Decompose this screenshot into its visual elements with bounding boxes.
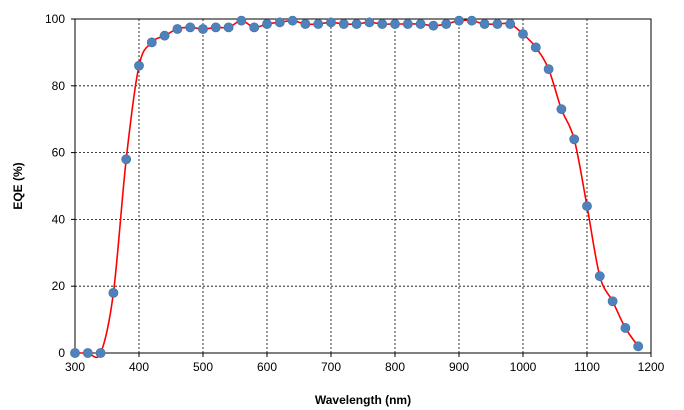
data-point (326, 17, 336, 28)
plot-frame (74, 18, 652, 354)
grid-lines (75, 19, 651, 353)
data-point (556, 104, 567, 115)
data-point (377, 19, 388, 29)
x-tick-label: 500 (193, 360, 213, 374)
x-tick-label: 800 (385, 360, 405, 374)
data-point (415, 19, 426, 29)
data-point (492, 19, 503, 29)
x-tick-label: 400 (129, 360, 149, 374)
data-point (518, 29, 528, 39)
data-point (95, 348, 106, 358)
data-point (569, 134, 580, 145)
x-tick-label: 1200 (638, 360, 665, 374)
data-point (594, 271, 605, 282)
data-point (543, 64, 554, 74)
data-point (441, 19, 452, 29)
data-point (70, 348, 80, 358)
data-point (249, 22, 260, 33)
x-axis: 300 400 500 600 700 800 900 1000 1100 1200 (65, 353, 665, 374)
y-tick-label: 60 (52, 146, 66, 160)
x-tick-label: 900 (449, 360, 469, 374)
data-point (390, 19, 400, 29)
data-point (146, 37, 157, 48)
data-point (108, 287, 119, 298)
data-point (172, 24, 183, 34)
data-point (454, 15, 464, 26)
data-point (620, 323, 631, 333)
data-point (313, 19, 324, 29)
y-axis-title: EQE (%) (11, 162, 25, 209)
data-point (185, 22, 196, 33)
data-point (530, 42, 541, 53)
data-point (428, 20, 439, 31)
data-point (236, 15, 247, 26)
x-tick-label: 600 (257, 360, 277, 374)
y-axis: 0 20 40 60 80 100 (45, 12, 75, 360)
data-point (300, 19, 311, 29)
y-tick-label: 0 (58, 346, 65, 360)
data-point (210, 22, 221, 33)
data-point (121, 154, 132, 165)
data-point (274, 17, 285, 28)
data-point (351, 19, 362, 29)
x-axis-title: Wavelength (nm) (315, 393, 411, 407)
data-point (633, 341, 644, 352)
data-point (134, 60, 144, 71)
data-point (338, 19, 349, 29)
data-point (223, 22, 234, 33)
data-point (607, 296, 618, 307)
data-point (287, 15, 298, 26)
y-tick-label: 20 (52, 279, 66, 293)
y-tick-label: 100 (45, 12, 65, 26)
data-point (582, 201, 592, 211)
data-point (159, 30, 170, 41)
data-point (479, 19, 490, 29)
x-tick-label: 1100 (574, 360, 600, 374)
series-markers (70, 15, 644, 358)
data-point (402, 19, 413, 29)
y-tick-label: 80 (52, 79, 66, 93)
series-line (75, 19, 639, 359)
data-point (505, 19, 516, 29)
data-point (364, 17, 375, 28)
data-point (198, 24, 208, 34)
data-point (466, 15, 477, 26)
data-point (82, 348, 93, 358)
x-tick-label: 1000 (510, 360, 537, 374)
x-tick-label: 300 (65, 360, 85, 374)
data-point (262, 19, 272, 29)
y-tick-label: 40 (52, 212, 66, 226)
x-tick-label: 700 (321, 360, 341, 374)
